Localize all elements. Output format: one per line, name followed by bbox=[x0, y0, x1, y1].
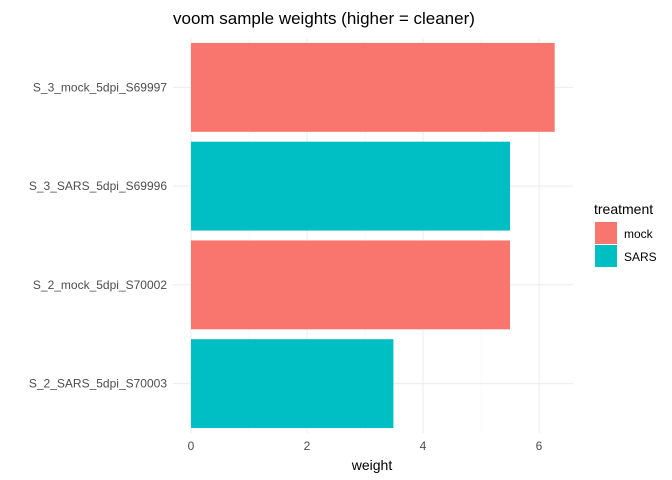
y-tick-label: S_2_mock_5dpi_S70002 bbox=[33, 278, 167, 292]
y-tick-label: S_3_mock_5dpi_S69997 bbox=[33, 80, 167, 94]
bar-S_3_mock_5dpi_S69997 bbox=[191, 42, 555, 132]
bar-S_2_mock_5dpi_S70002 bbox=[191, 240, 510, 330]
x-tick-label: 0 bbox=[188, 439, 195, 453]
plot-panel: S_3_mock_5dpi_S69997 S_3_SARS_5dpi_S69996… bbox=[29, 38, 573, 453]
legend-swatch-mock bbox=[595, 222, 617, 244]
x-axis-title: weight bbox=[351, 457, 393, 473]
y-tick-label: S_3_SARS_5dpi_S69996 bbox=[29, 179, 167, 193]
legend-swatch-SARS bbox=[595, 245, 617, 267]
legend-label-SARS: SARS bbox=[624, 250, 657, 264]
legend: treatment mock SARS bbox=[594, 201, 657, 267]
bar-S_3_SARS_5dpi_S69996 bbox=[191, 141, 510, 231]
legend-title: treatment bbox=[594, 201, 653, 217]
legend-label-mock: mock bbox=[624, 227, 654, 241]
chart-title: voom sample weights (higher = cleaner) bbox=[173, 9, 475, 28]
bar-S_2_SARS_5dpi_S70003 bbox=[191, 339, 394, 429]
x-tick-label: 2 bbox=[304, 439, 311, 453]
x-tick-label: 6 bbox=[536, 439, 543, 453]
x-tick-label: 4 bbox=[420, 439, 427, 453]
y-tick-label: S_2_SARS_5dpi_S70003 bbox=[29, 377, 167, 391]
